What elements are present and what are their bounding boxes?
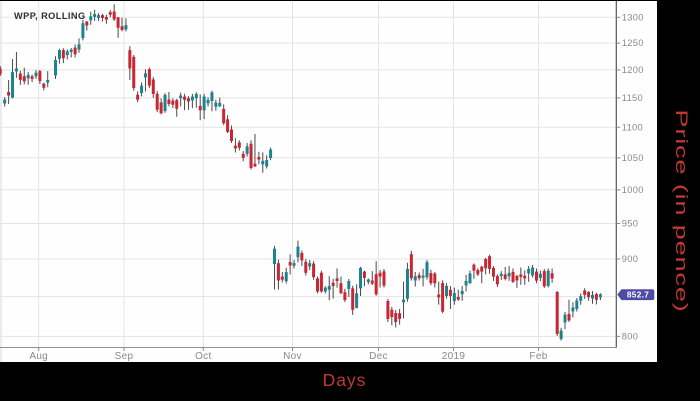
svg-text:1250: 1250 [622, 38, 644, 48]
svg-text:1100: 1100 [622, 122, 643, 132]
svg-text:2019: 2019 [442, 351, 466, 362]
svg-text:1300: 1300 [622, 12, 644, 22]
svg-text:1050: 1050 [622, 153, 644, 163]
svg-text:Feb: Feb [529, 351, 547, 362]
svg-text:Days: Days [323, 370, 367, 390]
svg-text:950: 950 [622, 219, 638, 229]
svg-text:Oct: Oct [195, 351, 211, 362]
svg-text:WPP, ROLLING: WPP, ROLLING [14, 11, 86, 21]
svg-text:1150: 1150 [622, 93, 643, 103]
svg-text:Nov: Nov [283, 351, 302, 362]
svg-text:1200: 1200 [622, 65, 644, 75]
svg-text:852.7: 852.7 [627, 290, 649, 300]
svg-text:Dec: Dec [369, 351, 388, 362]
svg-text:Aug: Aug [29, 351, 48, 362]
svg-text:800: 800 [622, 332, 638, 342]
svg-text:Sep: Sep [115, 351, 134, 362]
svg-text:900: 900 [622, 254, 638, 264]
svg-text:Price (in pence): Price (in pence) [672, 109, 691, 312]
svg-text:1000: 1000 [622, 185, 644, 195]
